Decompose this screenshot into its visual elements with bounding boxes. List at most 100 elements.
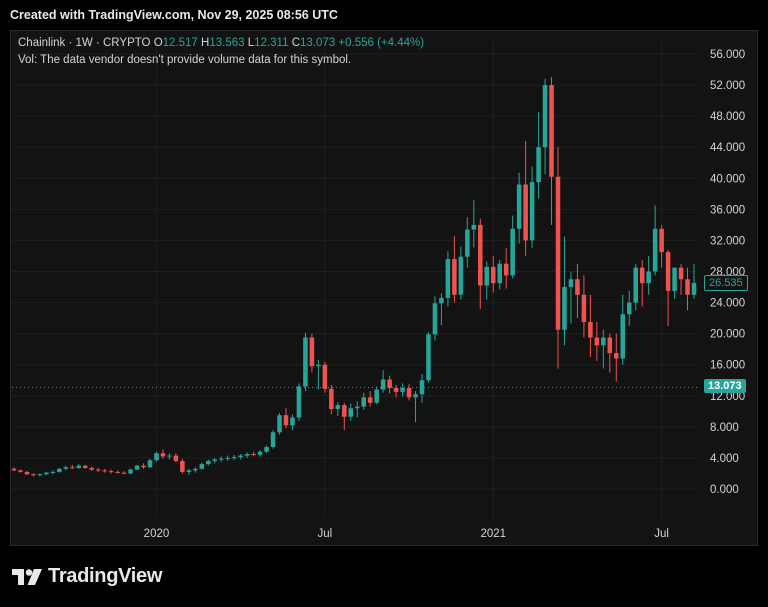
candle-body [11, 468, 17, 471]
candle-body [562, 287, 567, 330]
tradingview-logo[interactable]: TradingView [12, 565, 162, 588]
candle-body [620, 314, 626, 359]
candle-body [225, 457, 230, 459]
candle-body [18, 470, 23, 472]
candle-body [115, 471, 120, 473]
candle-body [549, 85, 554, 177]
candle-body [659, 228, 664, 253]
candle-body [238, 455, 243, 458]
candle-body [406, 388, 412, 398]
candle-body [665, 252, 671, 291]
candle-body [497, 263, 502, 284]
close-label: C [291, 37, 300, 49]
candle-body [639, 267, 645, 284]
candle-body [167, 455, 172, 457]
ohlc-legend: Chainlink · 1W · CRYPTO O12.517 H13.563 … [18, 37, 424, 49]
candle-body [37, 474, 43, 476]
x-tick-label: 2021 [480, 528, 506, 540]
candle-body [614, 353, 619, 359]
candle-body [283, 415, 289, 426]
candle-body [212, 459, 218, 462]
candle-body [44, 472, 49, 475]
candle-body [57, 468, 62, 472]
candle-body [374, 389, 379, 403]
candle-body [490, 266, 496, 284]
candle-body [264, 447, 269, 452]
y-tick-label: 0.000 [710, 484, 739, 496]
low-label: L [247, 37, 255, 49]
candle-body [277, 415, 282, 433]
low-value: 12.311 [254, 37, 289, 49]
candle-body [348, 408, 354, 417]
candle-body [588, 321, 593, 338]
candle-body [270, 432, 276, 448]
candle-body [594, 337, 600, 346]
candle-body [244, 454, 250, 456]
candle-body [542, 85, 548, 148]
y-tick-label: 24.000 [710, 298, 745, 310]
candle-body [102, 470, 107, 472]
candle-body [316, 364, 321, 367]
y-tick-label: 32.000 [710, 235, 745, 247]
y-tick-label: 52.000 [710, 80, 745, 92]
candle-body [393, 388, 399, 392]
candle-body [581, 294, 587, 322]
candle-body [335, 405, 341, 409]
candle-body [678, 267, 684, 280]
candle-body [342, 405, 347, 417]
candle-body [141, 465, 146, 468]
candle-body [367, 397, 373, 403]
candle-body [121, 472, 127, 474]
candle-body [516, 184, 522, 229]
candle-body [206, 461, 211, 465]
candle-body [575, 279, 580, 295]
candle-body [147, 460, 153, 468]
candle-body [484, 266, 490, 286]
candle-body [180, 461, 185, 472]
candle-body [134, 465, 140, 470]
candle-body [633, 267, 638, 303]
candle-body [128, 469, 133, 474]
candle-body [193, 468, 198, 471]
candle-body [251, 454, 256, 456]
candle-body [568, 279, 574, 288]
candle-body [510, 228, 515, 276]
candle-body [231, 457, 237, 459]
candle-body [471, 224, 477, 230]
open-label: O [153, 37, 163, 49]
symbol-label: Chainlink · 1W · CRYPTO [18, 37, 151, 49]
candle-body [607, 337, 613, 354]
candle-body [601, 337, 606, 346]
candle-body [426, 334, 431, 381]
candle-body [63, 467, 69, 469]
candle-body [646, 271, 651, 284]
candle-body [89, 468, 94, 470]
y-tick-label: 4.000 [710, 453, 739, 465]
candle-body [380, 379, 386, 390]
y-tick-label: 8.000 [710, 422, 739, 434]
y-tick-label: 20.000 [710, 329, 745, 341]
candle-body [529, 182, 535, 241]
candle-body [329, 388, 334, 409]
candle-body [432, 303, 438, 335]
close-value: 13.073 [300, 37, 336, 49]
candle-body [465, 229, 470, 257]
candle-body [400, 388, 405, 392]
candle-body [523, 184, 528, 241]
tradingview-logo-icon [12, 568, 42, 585]
y-tick-label: 40.000 [710, 173, 745, 185]
candle-body [76, 465, 82, 469]
y-tick-label: 48.000 [710, 111, 745, 123]
candle-body [257, 451, 263, 455]
candle-body [536, 147, 541, 183]
candle-body [95, 469, 101, 471]
candle-body [652, 228, 658, 272]
candle-body [413, 394, 418, 398]
candle-body [70, 467, 75, 469]
y-tick-label: 44.000 [710, 142, 745, 154]
y-tick-label: 36.000 [710, 204, 745, 216]
candle-body [555, 176, 561, 330]
high-value: 13.563 [209, 37, 245, 49]
x-tick-label: Jul [318, 528, 333, 540]
